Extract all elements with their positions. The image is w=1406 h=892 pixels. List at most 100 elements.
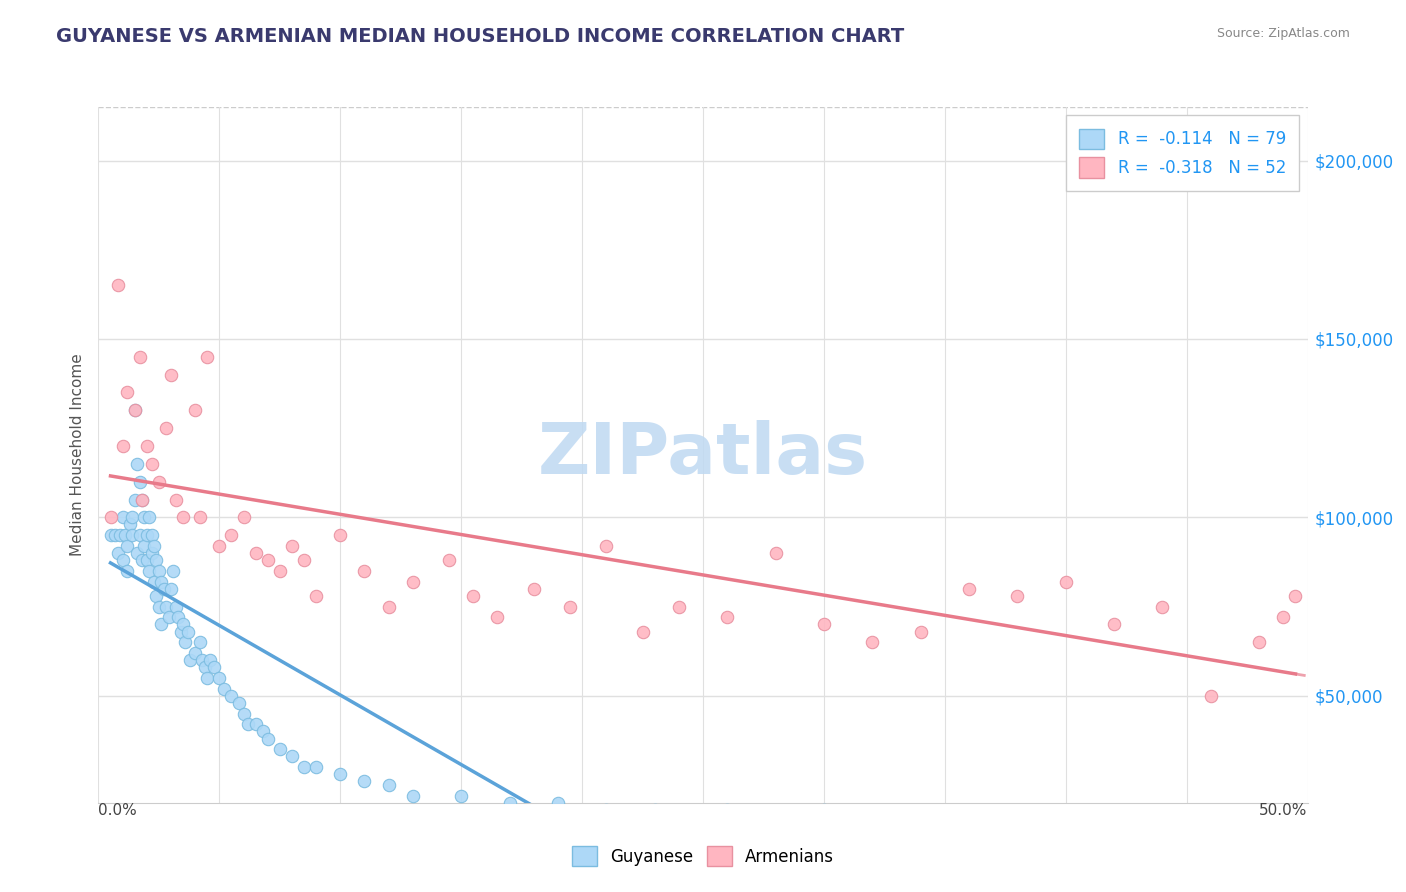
Text: 0.0%: 0.0% (98, 803, 138, 818)
Point (152, 582, 174, 596)
Point (100, 528, 122, 542)
Point (143, 574, 166, 589)
Point (450, 789, 472, 803)
Point (256, 553, 278, 567)
Point (157, 610, 180, 624)
Point (134, 539, 156, 553)
Point (1007, 589, 1029, 603)
Point (155, 599, 177, 614)
Point (305, 589, 328, 603)
Point (111, 439, 134, 453)
Point (486, 610, 509, 624)
Point (172, 617, 194, 632)
Point (292, 553, 315, 567)
Point (329, 767, 352, 781)
Point (195, 350, 218, 364)
Point (292, 760, 315, 774)
Point (172, 510, 194, 524)
Point (668, 599, 690, 614)
Point (117, 539, 139, 553)
Point (145, 553, 167, 567)
Legend: Guyanese, Armenians: Guyanese, Armenians (564, 838, 842, 875)
Point (204, 660, 226, 674)
Text: 50.0%: 50.0% (1260, 803, 1308, 818)
Point (523, 582, 546, 596)
Point (269, 564, 291, 578)
Point (256, 731, 278, 746)
Point (128, 350, 150, 364)
Point (194, 660, 217, 674)
Y-axis label: Median Household Income: Median Household Income (69, 353, 84, 557)
Point (117, 564, 139, 578)
Point (281, 539, 304, 553)
Point (100, 510, 122, 524)
Point (245, 717, 267, 731)
Point (188, 510, 211, 524)
Point (252, 724, 274, 739)
Point (131, 553, 153, 567)
Point (174, 635, 197, 649)
Point (165, 492, 187, 507)
Point (148, 599, 170, 614)
Point (1249, 635, 1271, 649)
Point (1054, 574, 1077, 589)
Point (228, 696, 250, 710)
Point (121, 528, 143, 542)
Point (377, 599, 399, 614)
Point (135, 553, 157, 567)
Point (141, 528, 163, 542)
Point (135, 528, 157, 542)
Point (107, 278, 129, 293)
Text: GUYANESE VS ARMENIAN MEDIAN HOUSEHOLD INCOME CORRELATION CHART: GUYANESE VS ARMENIAN MEDIAN HOUSEHOLD IN… (56, 27, 904, 45)
Point (716, 610, 738, 624)
Point (245, 546, 267, 560)
Point (184, 646, 207, 660)
Point (813, 803, 835, 817)
Point (135, 439, 157, 453)
Point (437, 553, 460, 567)
Point (131, 492, 153, 507)
Text: ZIPatlas: ZIPatlas (538, 420, 868, 490)
Point (813, 617, 835, 632)
Point (179, 653, 201, 667)
Point (150, 617, 173, 632)
Point (765, 546, 787, 560)
Point (305, 760, 328, 774)
Point (134, 510, 156, 524)
Point (498, 796, 520, 810)
Point (148, 475, 170, 489)
Point (128, 528, 150, 542)
Point (114, 528, 136, 542)
Point (128, 475, 150, 489)
Point (595, 539, 617, 553)
Point (138, 510, 160, 524)
Point (232, 510, 254, 524)
Point (716, 803, 738, 817)
Point (184, 403, 207, 417)
Point (558, 599, 581, 614)
Point (212, 681, 235, 696)
Point (957, 582, 980, 596)
Point (160, 368, 183, 382)
Point (111, 553, 134, 567)
Point (127, 457, 149, 471)
Point (148, 564, 170, 578)
Point (121, 510, 143, 524)
Point (107, 546, 129, 560)
Point (1152, 599, 1174, 614)
Point (143, 539, 166, 553)
Point (188, 635, 211, 649)
Point (547, 796, 569, 810)
Point (138, 564, 160, 578)
Point (111, 510, 134, 524)
Point (124, 492, 146, 507)
Point (145, 589, 167, 603)
Point (162, 564, 184, 578)
Point (160, 582, 183, 596)
Point (353, 774, 375, 789)
Point (281, 749, 304, 764)
Point (353, 564, 375, 578)
Point (269, 742, 291, 756)
Point (595, 803, 617, 817)
Point (1102, 617, 1125, 632)
